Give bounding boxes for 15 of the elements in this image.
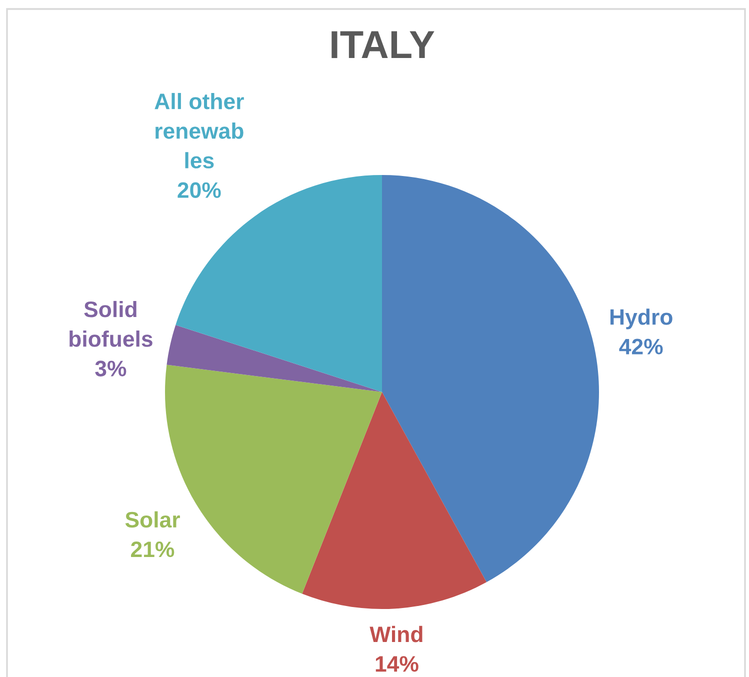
slice-label: Solid biofuels xyxy=(70,300,152,347)
slice-label: All other renewab les xyxy=(154,92,244,168)
data-label: 21% xyxy=(131,541,174,558)
slice-label: Hydro xyxy=(610,308,672,330)
slice-label: Solar xyxy=(125,511,180,528)
data-label: 3% xyxy=(95,360,126,376)
pie-slice xyxy=(382,175,599,582)
pie-slice xyxy=(176,175,382,392)
slice-label: Wind xyxy=(370,626,422,642)
data-label: 14% xyxy=(376,656,418,672)
pie-slice xyxy=(166,324,382,392)
data-label: 42% xyxy=(619,338,663,354)
chart-title: ITALY xyxy=(332,31,434,58)
pie-slice xyxy=(302,392,487,609)
data-label: 20% xyxy=(178,182,221,198)
